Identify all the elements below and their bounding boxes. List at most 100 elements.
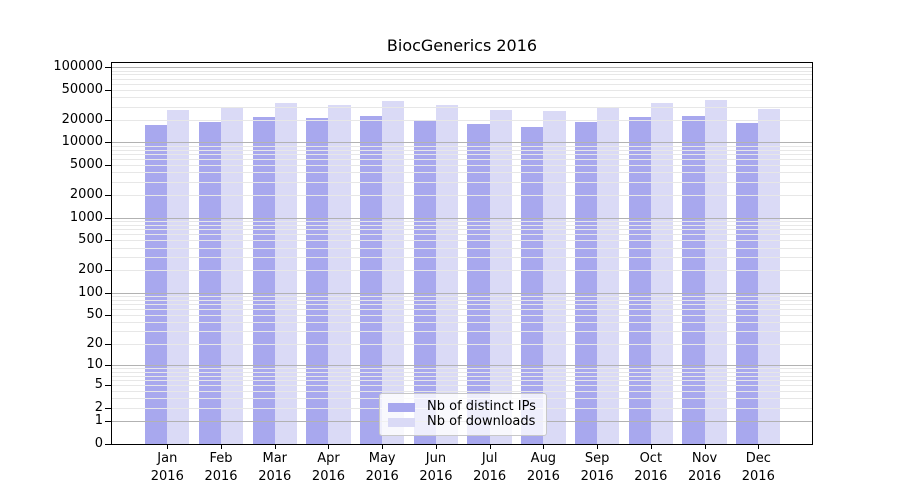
bar-downloads-sep bbox=[597, 106, 620, 444]
gridline-minor bbox=[112, 247, 812, 249]
x-axis-tick bbox=[435, 445, 437, 449]
bar-distinct-ips-may bbox=[360, 115, 383, 444]
legend-item-distinct-ips: Nb of distinct IPs bbox=[388, 400, 536, 414]
y-tick-label: 50 bbox=[86, 306, 103, 322]
y-tick-label: 200 bbox=[78, 262, 103, 278]
x-axis-tick bbox=[328, 445, 330, 449]
gridline-minor bbox=[112, 314, 812, 316]
y-axis-tick bbox=[105, 384, 111, 386]
gridline-minor bbox=[112, 322, 812, 324]
gridline-minor bbox=[112, 304, 812, 306]
gridline-minor bbox=[112, 384, 812, 386]
y-axis-tick bbox=[105, 67, 111, 69]
y-axis-tick bbox=[105, 142, 111, 144]
y-tick-label: 0 bbox=[94, 435, 103, 451]
y-tick-label: 500 bbox=[78, 232, 103, 248]
gridline-major bbox=[112, 217, 812, 219]
x-axis-tick bbox=[221, 445, 223, 449]
gridline-minor bbox=[112, 172, 812, 174]
gridline-minor bbox=[112, 375, 812, 377]
x-tick-label: May 2016 bbox=[365, 451, 399, 484]
legend-label-downloads: Nb of downloads bbox=[427, 414, 536, 429]
gridline-minor bbox=[112, 256, 812, 258]
x-axis-tick bbox=[274, 445, 276, 449]
x-tick-label: Feb 2016 bbox=[204, 451, 238, 484]
x-tick-label: Jun 2016 bbox=[419, 451, 453, 484]
bar-downloads-aug bbox=[543, 110, 566, 444]
gridline-major bbox=[112, 365, 812, 367]
gridline-minor bbox=[112, 371, 812, 373]
gridline-minor bbox=[112, 195, 812, 197]
bar-distinct-ips-mar bbox=[252, 116, 275, 444]
x-tick-label: Apr 2016 bbox=[311, 451, 346, 484]
chart-title: BiocGenerics 2016 bbox=[386, 36, 538, 55]
gridline-minor bbox=[112, 390, 812, 392]
gridline-minor bbox=[112, 331, 812, 333]
y-axis-tick bbox=[105, 165, 111, 167]
bar-distinct-ips-nov bbox=[682, 115, 705, 444]
x-tick-label: Dec 2016 bbox=[741, 451, 775, 484]
gridline-minor bbox=[112, 119, 812, 121]
bar-downloads-dec bbox=[758, 108, 781, 444]
bar-downloads-oct bbox=[650, 102, 674, 444]
x-tick-label: Jan 2016 bbox=[150, 451, 184, 484]
x-tick-label: Aug 2016 bbox=[526, 451, 560, 484]
bar-downloads-jul bbox=[489, 109, 512, 444]
x-tick-label: Jul 2016 bbox=[473, 451, 507, 484]
gridline-minor bbox=[112, 296, 812, 298]
gridline-minor bbox=[112, 224, 812, 226]
bar-distinct-ips-apr bbox=[306, 118, 329, 444]
gridline-minor bbox=[112, 368, 812, 370]
y-tick-label: 20 bbox=[86, 335, 103, 351]
bar-downloads-mar bbox=[274, 102, 297, 444]
gridline-minor bbox=[112, 181, 812, 183]
y-axis-tick bbox=[105, 119, 111, 121]
bar-downloads-jun bbox=[435, 104, 459, 444]
gridline-minor bbox=[112, 309, 812, 311]
legend-item-downloads: Nb of downloads bbox=[388, 415, 536, 429]
legend-label-distinct-ips: Nb of distinct IPs bbox=[427, 399, 536, 414]
gridline-major bbox=[112, 292, 812, 294]
y-tick-label: 1000 bbox=[69, 209, 103, 225]
gridline-minor bbox=[112, 106, 812, 108]
bar-downloads-feb bbox=[221, 107, 244, 444]
gridline-minor bbox=[112, 299, 812, 301]
y-axis-tick bbox=[105, 292, 111, 294]
gridline-minor bbox=[112, 145, 812, 147]
gridline-minor bbox=[112, 379, 812, 381]
bar-downloads-may bbox=[382, 100, 405, 444]
gridline-major bbox=[112, 142, 812, 144]
gridline-minor bbox=[112, 159, 812, 161]
bar-distinct-ips-jan bbox=[145, 124, 168, 444]
y-axis-tick bbox=[105, 407, 111, 409]
bar-distinct-ips-sep bbox=[574, 121, 598, 444]
gridline-minor bbox=[112, 78, 812, 80]
legend: Nb of distinct IPs Nb of downloads bbox=[379, 393, 547, 436]
gridline-minor bbox=[112, 89, 812, 91]
y-axis-tick bbox=[105, 217, 111, 219]
x-tick-label: Mar 2016 bbox=[258, 451, 292, 484]
gridline-minor bbox=[112, 74, 812, 76]
y-axis-tick bbox=[105, 443, 111, 445]
y-axis-tick bbox=[105, 89, 111, 91]
y-tick-label: 2000 bbox=[69, 187, 103, 203]
bar-distinct-ips-jun bbox=[413, 121, 436, 444]
plot-area bbox=[111, 62, 813, 445]
legend-swatch-distinct-ips-icon bbox=[388, 402, 415, 412]
x-tick-label: Sep 2016 bbox=[580, 451, 614, 484]
bar-distinct-ips-oct bbox=[628, 116, 651, 444]
x-tick-label: Oct 2016 bbox=[634, 451, 668, 484]
gridline-minor bbox=[112, 70, 812, 72]
x-axis-tick bbox=[758, 445, 760, 449]
y-axis-tick bbox=[105, 343, 111, 345]
x-tick-label: Nov 2016 bbox=[688, 451, 722, 484]
gridline-minor bbox=[112, 149, 812, 151]
x-axis-tick bbox=[543, 445, 545, 449]
y-tick-label: 20000 bbox=[61, 111, 103, 127]
gridline-major bbox=[112, 67, 812, 69]
y-tick-label: 5000 bbox=[69, 157, 103, 173]
y-tick-label: 2 bbox=[94, 399, 103, 415]
y-tick-label: 100000 bbox=[53, 59, 103, 75]
bar-distinct-ips-jul bbox=[467, 124, 490, 444]
